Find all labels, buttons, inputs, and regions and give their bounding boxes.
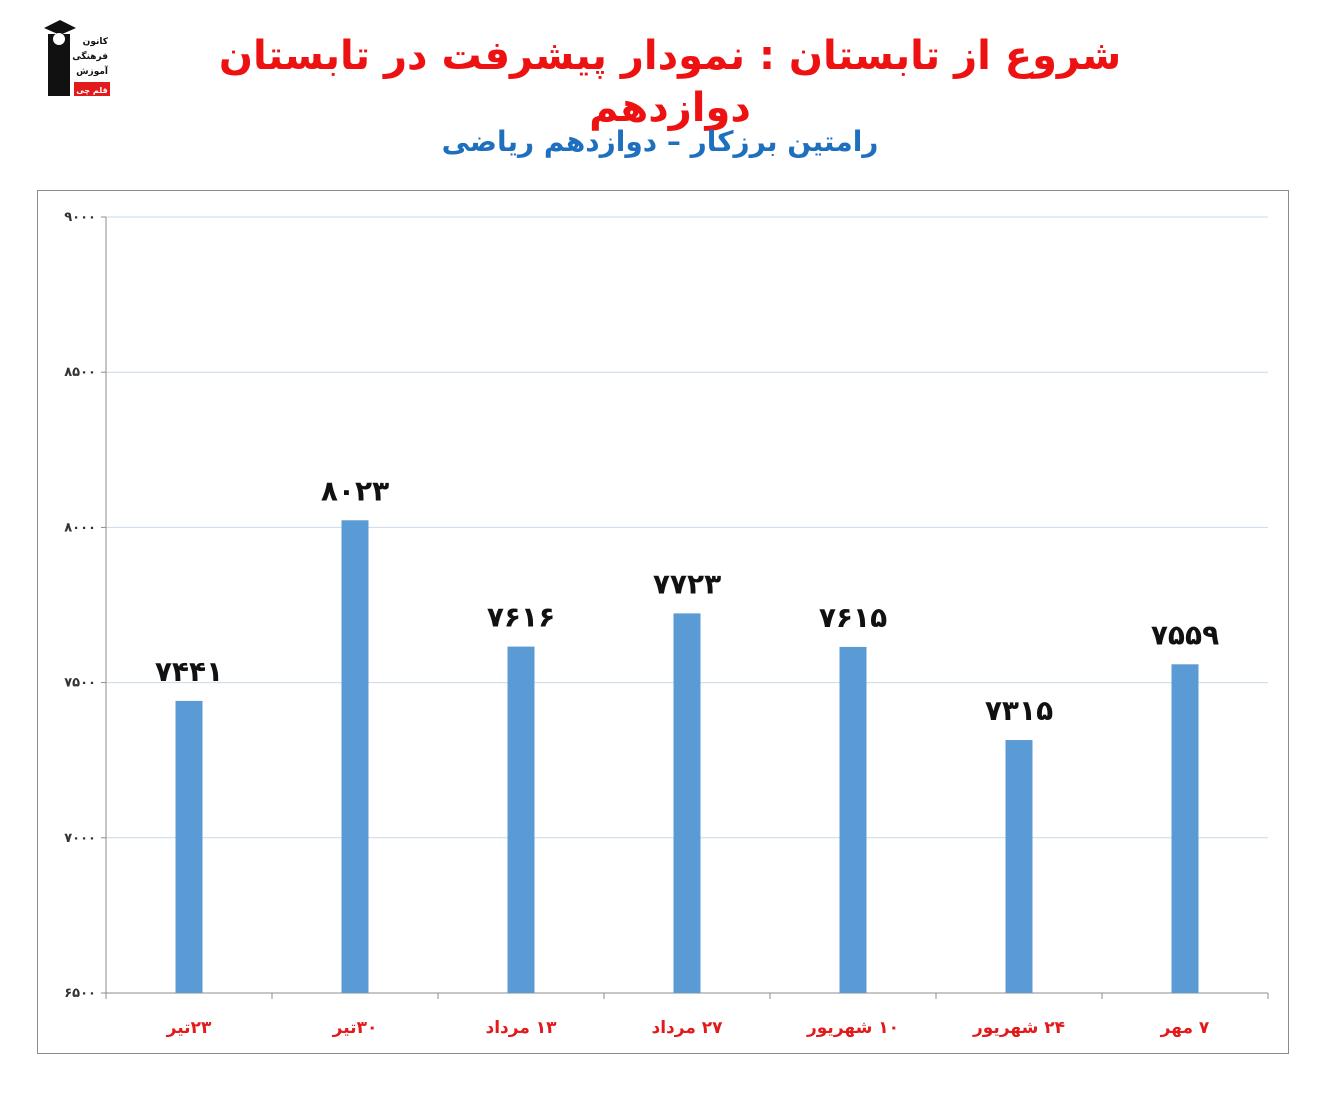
page-title: شروع از تابستان : نمودار پیشرفت در تابست… bbox=[218, 33, 1122, 131]
bar bbox=[1171, 664, 1199, 993]
logo-text-3: آموزش bbox=[76, 65, 109, 77]
data-label: ۷۴۴۱ bbox=[155, 655, 223, 688]
data-label: ۸۰۲۳ bbox=[321, 474, 389, 507]
y-tick-label: ۷۰۰۰ bbox=[64, 831, 96, 846]
bar bbox=[673, 613, 701, 993]
chart-frame: ۶۵۰۰ ۷۰۰۰ ۷۵۰۰ ۸۰۰۰ ۸۵۰۰ ۹۰۰۰ ۷۴۴۱ ۲۳تیر ۸۰۲۳ ۳۰ت… bbox=[37, 190, 1289, 1054]
bar bbox=[1005, 740, 1033, 993]
logo-text-2: فرهنگی bbox=[72, 50, 108, 62]
data-label: ۷۵۵۹ bbox=[1151, 618, 1219, 651]
data-label: ۷۷۲۳ bbox=[653, 567, 721, 600]
bar bbox=[175, 700, 203, 993]
category-label: ۲۳تیر bbox=[166, 1018, 212, 1038]
logo: کانون فرهنگی آموزش قلم چی bbox=[38, 14, 118, 102]
category-label: ۲۷ مرداد bbox=[651, 1018, 723, 1038]
y-tick-label: ۶۵۰۰ bbox=[64, 986, 96, 1001]
bar bbox=[507, 646, 535, 993]
y-tick-label: ۸۵۰۰ bbox=[64, 365, 96, 380]
graduation-cap-icon bbox=[44, 20, 76, 35]
logo-text-1: کانون bbox=[83, 37, 109, 47]
data-label: ۷۶۱۵ bbox=[819, 601, 887, 634]
category-label: ۳۰تیر bbox=[332, 1018, 378, 1038]
logo-text-4: قلم چی bbox=[76, 86, 107, 95]
category-label: ۱۳ مرداد bbox=[485, 1018, 557, 1038]
bar bbox=[341, 520, 369, 993]
bar bbox=[839, 646, 867, 993]
y-tick-label: ۹۰۰۰ bbox=[64, 210, 96, 225]
data-label: ۷۳۱۵ bbox=[985, 694, 1053, 727]
category-label: ۲۴ شهریور bbox=[972, 1018, 1065, 1038]
data-label: ۷۶۱۶ bbox=[487, 601, 555, 634]
logo-figure bbox=[48, 34, 70, 96]
category-label: ۱۰ شهریور bbox=[806, 1018, 899, 1038]
page-subtitle: رامتین برزکار – دوازدهم ریاضی bbox=[441, 125, 879, 158]
y-tick-label: ۷۵۰۰ bbox=[64, 676, 96, 691]
bar-chart: ۶۵۰۰ ۷۰۰۰ ۷۵۰۰ ۸۰۰۰ ۸۵۰۰ ۹۰۰۰ ۷۴۴۱ ۲۳تیر ۸۰۲۳ ۳۰ت… bbox=[64, 210, 1269, 1038]
category-label: ۷ مهر bbox=[1160, 1018, 1210, 1038]
logo-badge bbox=[74, 82, 110, 96]
y-tick-label: ۸۰۰۰ bbox=[64, 520, 96, 535]
